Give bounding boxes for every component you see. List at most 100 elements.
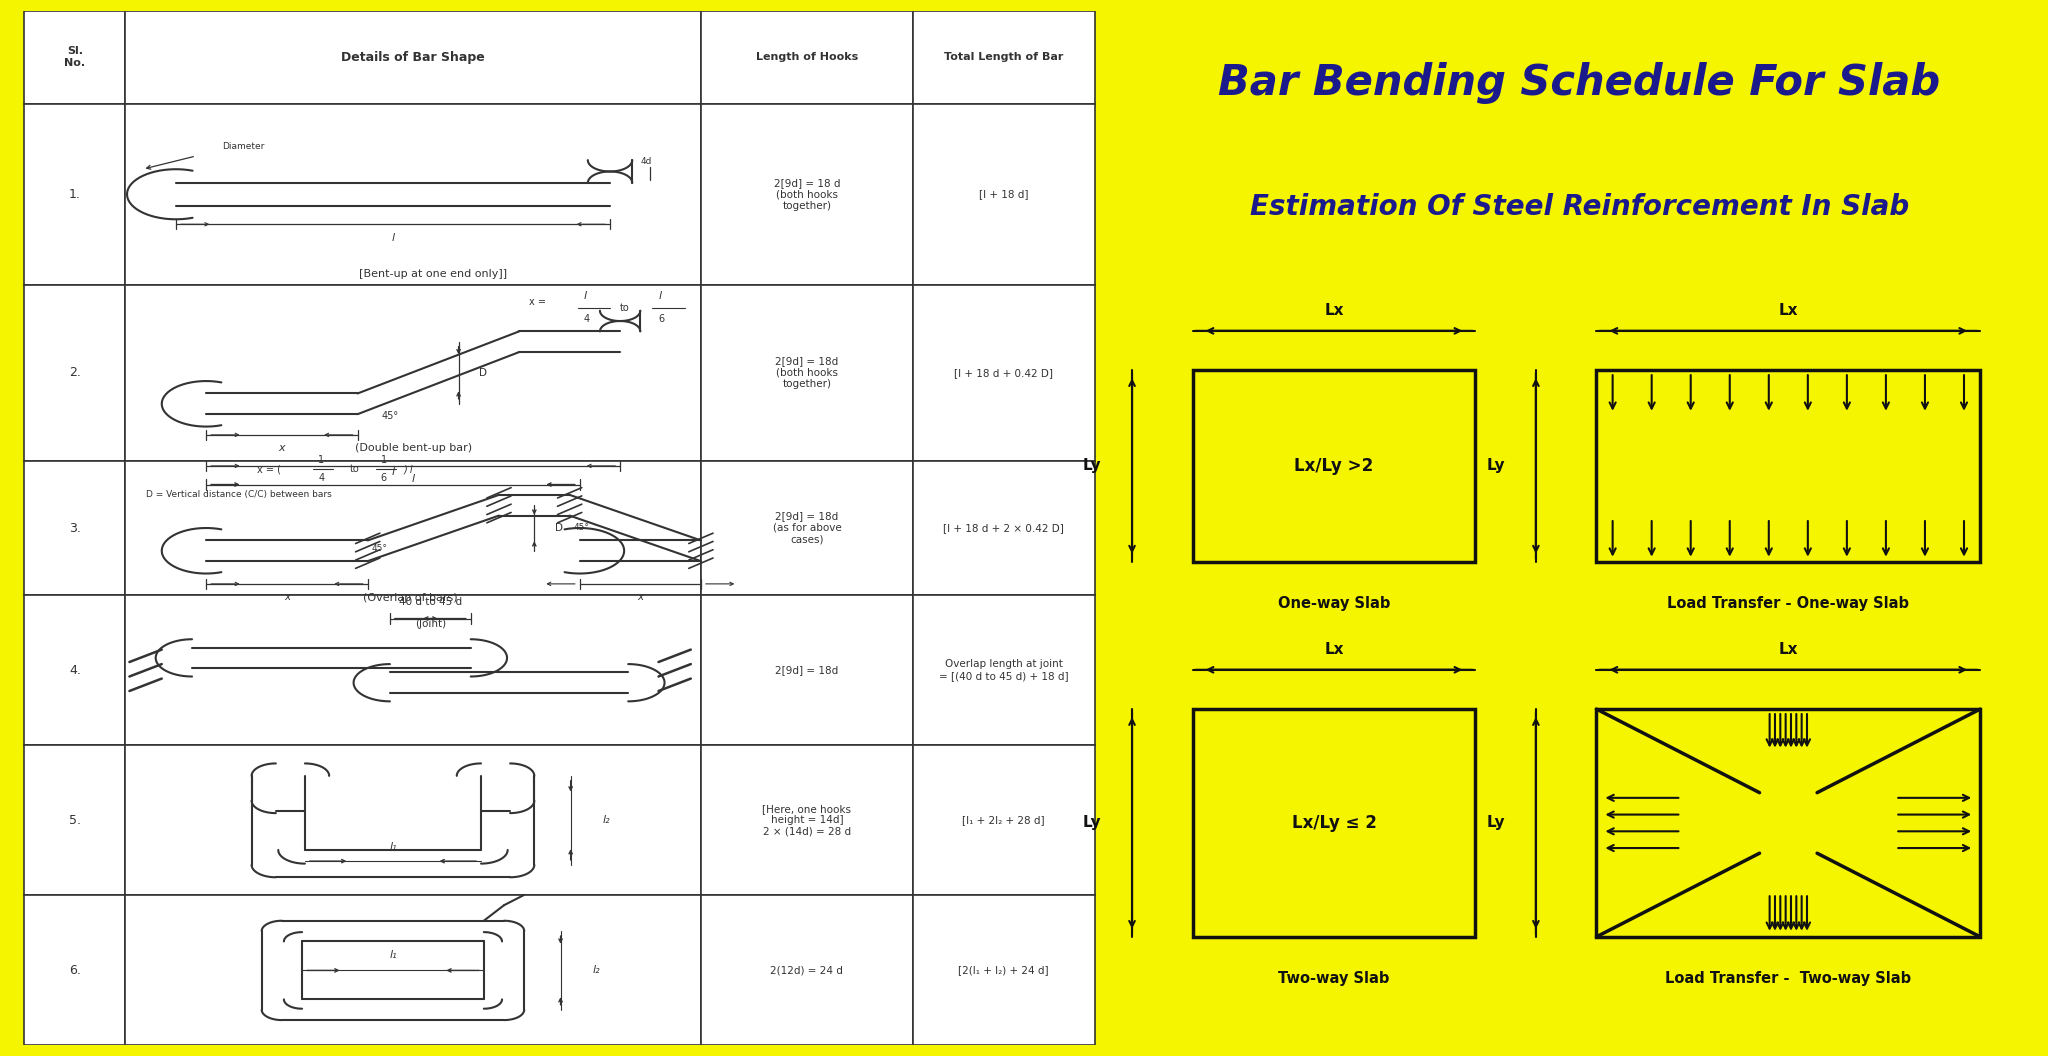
Text: x = (: x = ( <box>256 464 281 474</box>
Polygon shape <box>913 103 1096 285</box>
Text: 5.: 5. <box>70 814 82 827</box>
Text: 4d: 4d <box>641 156 651 166</box>
Text: 2[9d] = 18d: 2[9d] = 18d <box>776 665 838 675</box>
Text: Ly: Ly <box>1487 458 1505 473</box>
Text: Load Transfer - One-way Slab: Load Transfer - One-way Slab <box>1667 596 1909 610</box>
Polygon shape <box>913 285 1096 460</box>
Polygon shape <box>25 746 125 895</box>
Polygon shape <box>25 460 125 596</box>
Text: Ly: Ly <box>1081 458 1102 473</box>
Text: [l₁ + 2l₂ + 28 d]: [l₁ + 2l₂ + 28 d] <box>963 815 1044 826</box>
Text: [l + 18 d + 0.42 D]: [l + 18 d + 0.42 D] <box>954 367 1053 378</box>
Text: 45°: 45° <box>381 411 399 421</box>
Text: l₂: l₂ <box>592 965 600 976</box>
Text: 4: 4 <box>317 473 324 484</box>
Text: 2[9d] = 18d
(both hooks
together): 2[9d] = 18d (both hooks together) <box>776 356 838 390</box>
Text: Details of Bar Shape: Details of Bar Shape <box>342 51 485 63</box>
Text: 2(12d) = 24 d: 2(12d) = 24 d <box>770 965 844 976</box>
Text: Lx: Lx <box>1778 303 1798 318</box>
Text: l: l <box>584 291 588 301</box>
Polygon shape <box>25 103 125 285</box>
Polygon shape <box>25 895 125 1045</box>
Text: One-way Slab: One-way Slab <box>1278 596 1391 610</box>
Polygon shape <box>125 895 700 1045</box>
Polygon shape <box>700 285 913 460</box>
Text: ) l: ) l <box>403 464 414 474</box>
Text: Bar Bending Schedule For Slab: Bar Bending Schedule For Slab <box>1219 62 1939 103</box>
Polygon shape <box>125 460 700 596</box>
Text: Length of Hooks: Length of Hooks <box>756 52 858 62</box>
Text: x: x <box>637 592 643 602</box>
Text: 1.: 1. <box>70 188 80 201</box>
Text: 4: 4 <box>584 314 590 324</box>
Text: Total Length of Bar: Total Length of Bar <box>944 52 1063 62</box>
Text: 2[9d] = 18 d
(both hooks
together): 2[9d] = 18 d (both hooks together) <box>774 177 840 211</box>
Polygon shape <box>700 596 913 746</box>
Text: 45°: 45° <box>373 544 387 553</box>
Text: to: to <box>621 303 631 313</box>
Polygon shape <box>913 746 1096 895</box>
Text: [Here, one hooks
height = 14d]
2 × (14d) = 28 d: [Here, one hooks height = 14d] 2 × (14d)… <box>762 804 852 837</box>
Text: Diameter: Diameter <box>223 143 264 151</box>
Text: 2.: 2. <box>70 366 80 379</box>
Text: l: l <box>659 291 662 301</box>
Text: x: x <box>279 444 285 453</box>
Text: l: l <box>412 474 414 485</box>
Text: (Double bent-up bar): (Double bent-up bar) <box>354 444 471 453</box>
Text: Load Transfer -  Two-way Slab: Load Transfer - Two-way Slab <box>1665 970 1911 985</box>
Polygon shape <box>700 895 913 1045</box>
Text: Lx: Lx <box>1778 642 1798 657</box>
Text: D: D <box>479 367 487 378</box>
Polygon shape <box>913 460 1096 596</box>
Polygon shape <box>25 596 125 746</box>
Text: 1: 1 <box>317 455 324 465</box>
Text: 3.: 3. <box>70 522 80 534</box>
Text: [Bent-up at one end only]]: [Bent-up at one end only]] <box>358 269 508 280</box>
Polygon shape <box>700 103 913 285</box>
Text: 4.: 4. <box>70 664 80 677</box>
Text: 1: 1 <box>381 455 387 465</box>
Text: 6.: 6. <box>70 964 80 977</box>
Polygon shape <box>700 746 913 895</box>
Text: Ly: Ly <box>1487 815 1505 830</box>
Text: D = Vertical distance (C/C) between bars: D = Vertical distance (C/C) between bars <box>145 490 332 499</box>
Text: Lx/Ly >2: Lx/Ly >2 <box>1294 457 1374 475</box>
Text: l₂: l₂ <box>602 815 610 826</box>
Polygon shape <box>700 460 913 596</box>
Polygon shape <box>25 11 125 103</box>
Text: 45°: 45° <box>573 524 590 532</box>
Text: 6: 6 <box>381 473 387 484</box>
Text: D: D <box>555 523 563 533</box>
Text: (Joint): (Joint) <box>416 619 446 628</box>
Polygon shape <box>125 103 700 285</box>
Text: (Overlap of bars): (Overlap of bars) <box>362 592 457 603</box>
Text: l: l <box>391 467 395 477</box>
Polygon shape <box>913 596 1096 746</box>
Text: [l + 18 d]: [l + 18 d] <box>979 189 1028 200</box>
Text: 2[9d] = 18d
(as for above
cases): 2[9d] = 18d (as for above cases) <box>772 511 842 545</box>
Text: 40 d to 45 d: 40 d to 45 d <box>399 597 463 607</box>
Text: 6: 6 <box>659 314 666 324</box>
Text: Two-way Slab: Two-way Slab <box>1278 970 1391 985</box>
Text: Ly: Ly <box>1081 815 1102 830</box>
Text: Lx: Lx <box>1325 642 1343 657</box>
Text: x: x <box>285 592 291 602</box>
Polygon shape <box>913 11 1096 103</box>
Text: Lx: Lx <box>1325 303 1343 318</box>
Polygon shape <box>913 895 1096 1045</box>
Polygon shape <box>125 596 700 746</box>
Text: to: to <box>350 464 358 474</box>
Text: Overlap length at joint
= [(40 d to 45 d) + 18 d]: Overlap length at joint = [(40 d to 45 d… <box>938 660 1069 681</box>
Text: [2(l₁ + l₂) + 24 d]: [2(l₁ + l₂) + 24 d] <box>958 965 1049 976</box>
Text: x =: x = <box>528 298 549 307</box>
Text: Sl.
No.: Sl. No. <box>63 46 86 68</box>
Polygon shape <box>125 11 700 103</box>
Polygon shape <box>25 285 125 460</box>
Text: Lx/Ly ≤ 2: Lx/Ly ≤ 2 <box>1292 814 1376 832</box>
Text: Estimation Of Steel Reinforcement In Slab: Estimation Of Steel Reinforcement In Sla… <box>1249 193 1909 221</box>
Polygon shape <box>700 11 913 103</box>
Polygon shape <box>125 285 700 460</box>
Text: l: l <box>391 232 395 243</box>
Text: [l + 18 d + 2 × 0.42 D]: [l + 18 d + 2 × 0.42 D] <box>944 523 1065 533</box>
Text: l₁: l₁ <box>389 950 397 960</box>
